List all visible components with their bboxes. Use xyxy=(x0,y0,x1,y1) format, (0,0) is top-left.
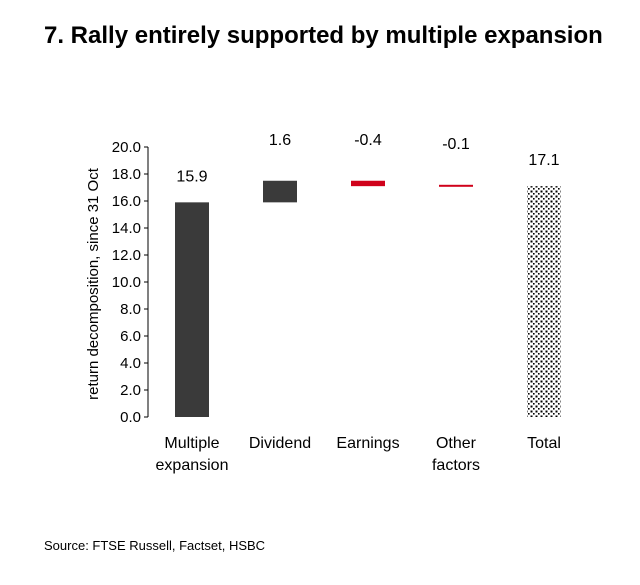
x-axis-labels: Multiple expansion Dividend Earnings Other fa… xyxy=(156,435,561,474)
bars xyxy=(175,180,561,417)
y-tick-label: 16.0 xyxy=(112,193,141,210)
bar-3 xyxy=(439,184,473,187)
y-tick-label: 8.0 xyxy=(120,301,141,318)
bar-1 xyxy=(263,180,297,203)
data-label-4: 17.1 xyxy=(528,152,559,169)
category-label-3: Other factors xyxy=(432,435,480,474)
data-label-2: -0.4 xyxy=(354,132,382,149)
y-tick-label: 0.0 xyxy=(120,409,141,426)
bar-0 xyxy=(175,202,209,417)
data-label-0: 15.9 xyxy=(176,168,207,185)
bar-4 xyxy=(527,186,561,417)
y-tick-label: 2.0 xyxy=(120,382,141,399)
y-tick-label: 14.0 xyxy=(112,220,141,237)
category-label-4: Total xyxy=(527,435,561,452)
source-note: Source: FTSE Russell, Factset, HSBC xyxy=(44,538,266,553)
data-labels: 15.9 1.6 -0.4 -0.1 17.1 xyxy=(176,132,559,186)
category-label-2: Earnings xyxy=(336,435,399,452)
y-tick-label: 20.0 xyxy=(112,139,141,156)
category-label-0: Multiple expansion xyxy=(156,435,229,474)
y-tick-label: 10.0 xyxy=(112,274,141,291)
y-tick-label: 12.0 xyxy=(112,247,141,264)
data-label-1: 1.6 xyxy=(269,132,291,149)
y-tick-label: 4.0 xyxy=(120,355,141,372)
y-tick-label: 18.0 xyxy=(112,166,141,183)
data-label-3: -0.1 xyxy=(442,136,470,153)
y-axis: 0.0 2.0 4.0 6.0 8.0 10.0 12.0 14.0 16.0 18.0 20.0 xyxy=(112,139,149,426)
category-label-1: Dividend xyxy=(249,435,311,452)
y-tick-label: 6.0 xyxy=(120,328,141,345)
bar-2 xyxy=(351,180,385,187)
y-axis-label: return decomposition, since 31 Oct xyxy=(85,167,102,400)
chart-title: 7. Rally entirely supported by multiple … xyxy=(44,22,603,49)
